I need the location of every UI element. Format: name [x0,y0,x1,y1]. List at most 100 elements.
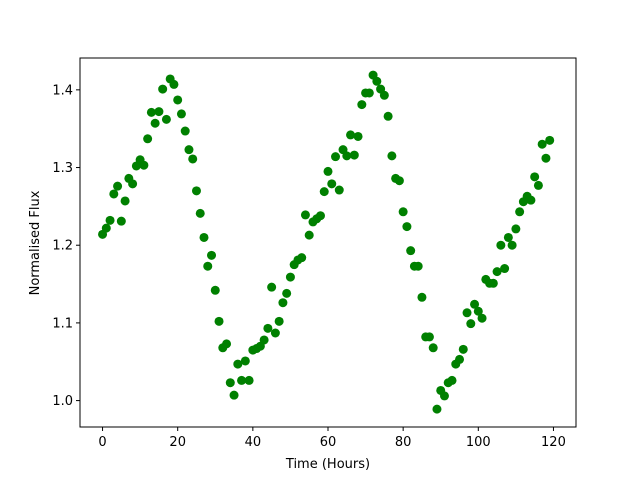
data-point-108 [503,232,513,242]
data-point-17 [161,114,171,124]
data-point-22 [180,126,190,136]
data-point-33 [222,339,232,349]
data-point-82 [406,246,416,256]
data-point-48 [278,298,288,308]
x-tick-label-4: 80 [395,435,412,450]
data-point-61 [327,179,337,189]
data-points [98,70,555,414]
data-point-99 [470,299,480,309]
x-axis-title: Time (Hours) [285,457,370,472]
data-point-98 [466,319,476,329]
data-point-3 [109,189,119,199]
data-point-93 [447,375,457,385]
data-point-80 [398,207,408,217]
data-point-89 [432,404,442,414]
data-point-71 [364,88,374,98]
x-tick-label-2: 40 [245,435,262,450]
data-point-14 [150,118,160,128]
data-point-63 [334,185,344,195]
data-point-105 [492,267,502,277]
data-point-20 [173,95,183,105]
data-point-77 [387,151,397,161]
data-point-21 [176,109,186,119]
data-point-95 [455,354,465,364]
data-point-117 [537,139,547,149]
data-point-2 [105,215,115,225]
x-axis-ticks: 0 20 40 60 80 100 120 [98,427,566,450]
data-point-35 [229,390,239,400]
data-point-69 [357,100,367,110]
plot-frame [79,57,577,428]
data-point-8 [128,179,138,189]
data-point-81 [402,222,412,232]
data-point-19 [169,79,179,89]
data-point-111 [515,207,525,217]
data-point-43 [259,335,269,345]
data-point-53 [297,253,307,263]
data-point-34 [225,378,235,388]
data-point-16 [158,84,168,94]
data-point-91 [439,391,449,401]
data-point-109 [507,240,517,250]
data-point-29 [207,250,217,260]
y-axis-title: Normalised Flux [28,190,43,295]
data-point-23 [184,145,194,155]
x-tick-label-3: 60 [320,435,337,450]
data-point-79 [394,176,404,186]
data-point-116 [533,180,543,190]
data-point-12 [143,134,153,144]
data-point-96 [458,344,468,354]
data-point-15 [154,107,164,117]
data-point-118 [541,153,551,163]
data-point-84 [413,261,423,271]
y-tick-label-0: 1.0 [52,394,73,409]
data-point-115 [530,172,540,182]
data-point-59 [319,187,329,197]
data-point-31 [214,316,224,326]
data-point-54 [300,210,310,220]
data-point-73 [372,76,382,86]
data-point-87 [424,332,434,342]
y-tick-label-2: 1.2 [52,239,73,254]
data-point-26 [195,208,205,218]
y-axis-ticks: 1.0 1.1 1.2 1.3 1.4 [52,83,80,409]
data-point-1 [101,223,111,233]
data-point-107 [500,264,510,274]
data-point-101 [477,313,487,323]
data-point-85 [417,292,427,302]
data-point-39 [244,375,254,385]
data-point-24 [188,154,198,164]
data-point-36 [233,359,243,369]
data-point-114 [526,195,536,205]
data-point-44 [263,323,273,333]
data-point-46 [270,328,280,338]
x-tick-label-0: 0 [98,435,106,450]
data-point-110 [511,224,521,234]
data-point-37 [237,375,247,385]
data-point-76 [383,111,393,121]
data-point-11 [139,160,149,170]
data-point-68 [353,131,363,141]
data-point-28 [203,261,213,271]
data-point-100 [473,306,483,316]
data-point-106 [496,240,506,250]
data-point-67 [349,150,359,160]
data-point-6 [120,196,130,206]
x-tick-label-1: 20 [169,435,186,450]
data-point-5 [116,216,126,226]
y-tick-label-4: 1.4 [52,83,73,98]
data-point-50 [285,272,295,282]
data-point-58 [315,211,325,221]
data-point-47 [274,316,284,326]
data-point-27 [199,232,209,242]
data-point-62 [331,152,341,162]
data-point-119 [545,135,555,145]
data-point-55 [304,230,314,240]
y-tick-label-1: 1.1 [52,316,73,331]
data-point-75 [379,90,389,100]
data-point-45 [267,282,277,292]
data-point-30 [210,285,220,295]
data-point-13 [146,107,156,117]
data-point-97 [462,308,472,318]
